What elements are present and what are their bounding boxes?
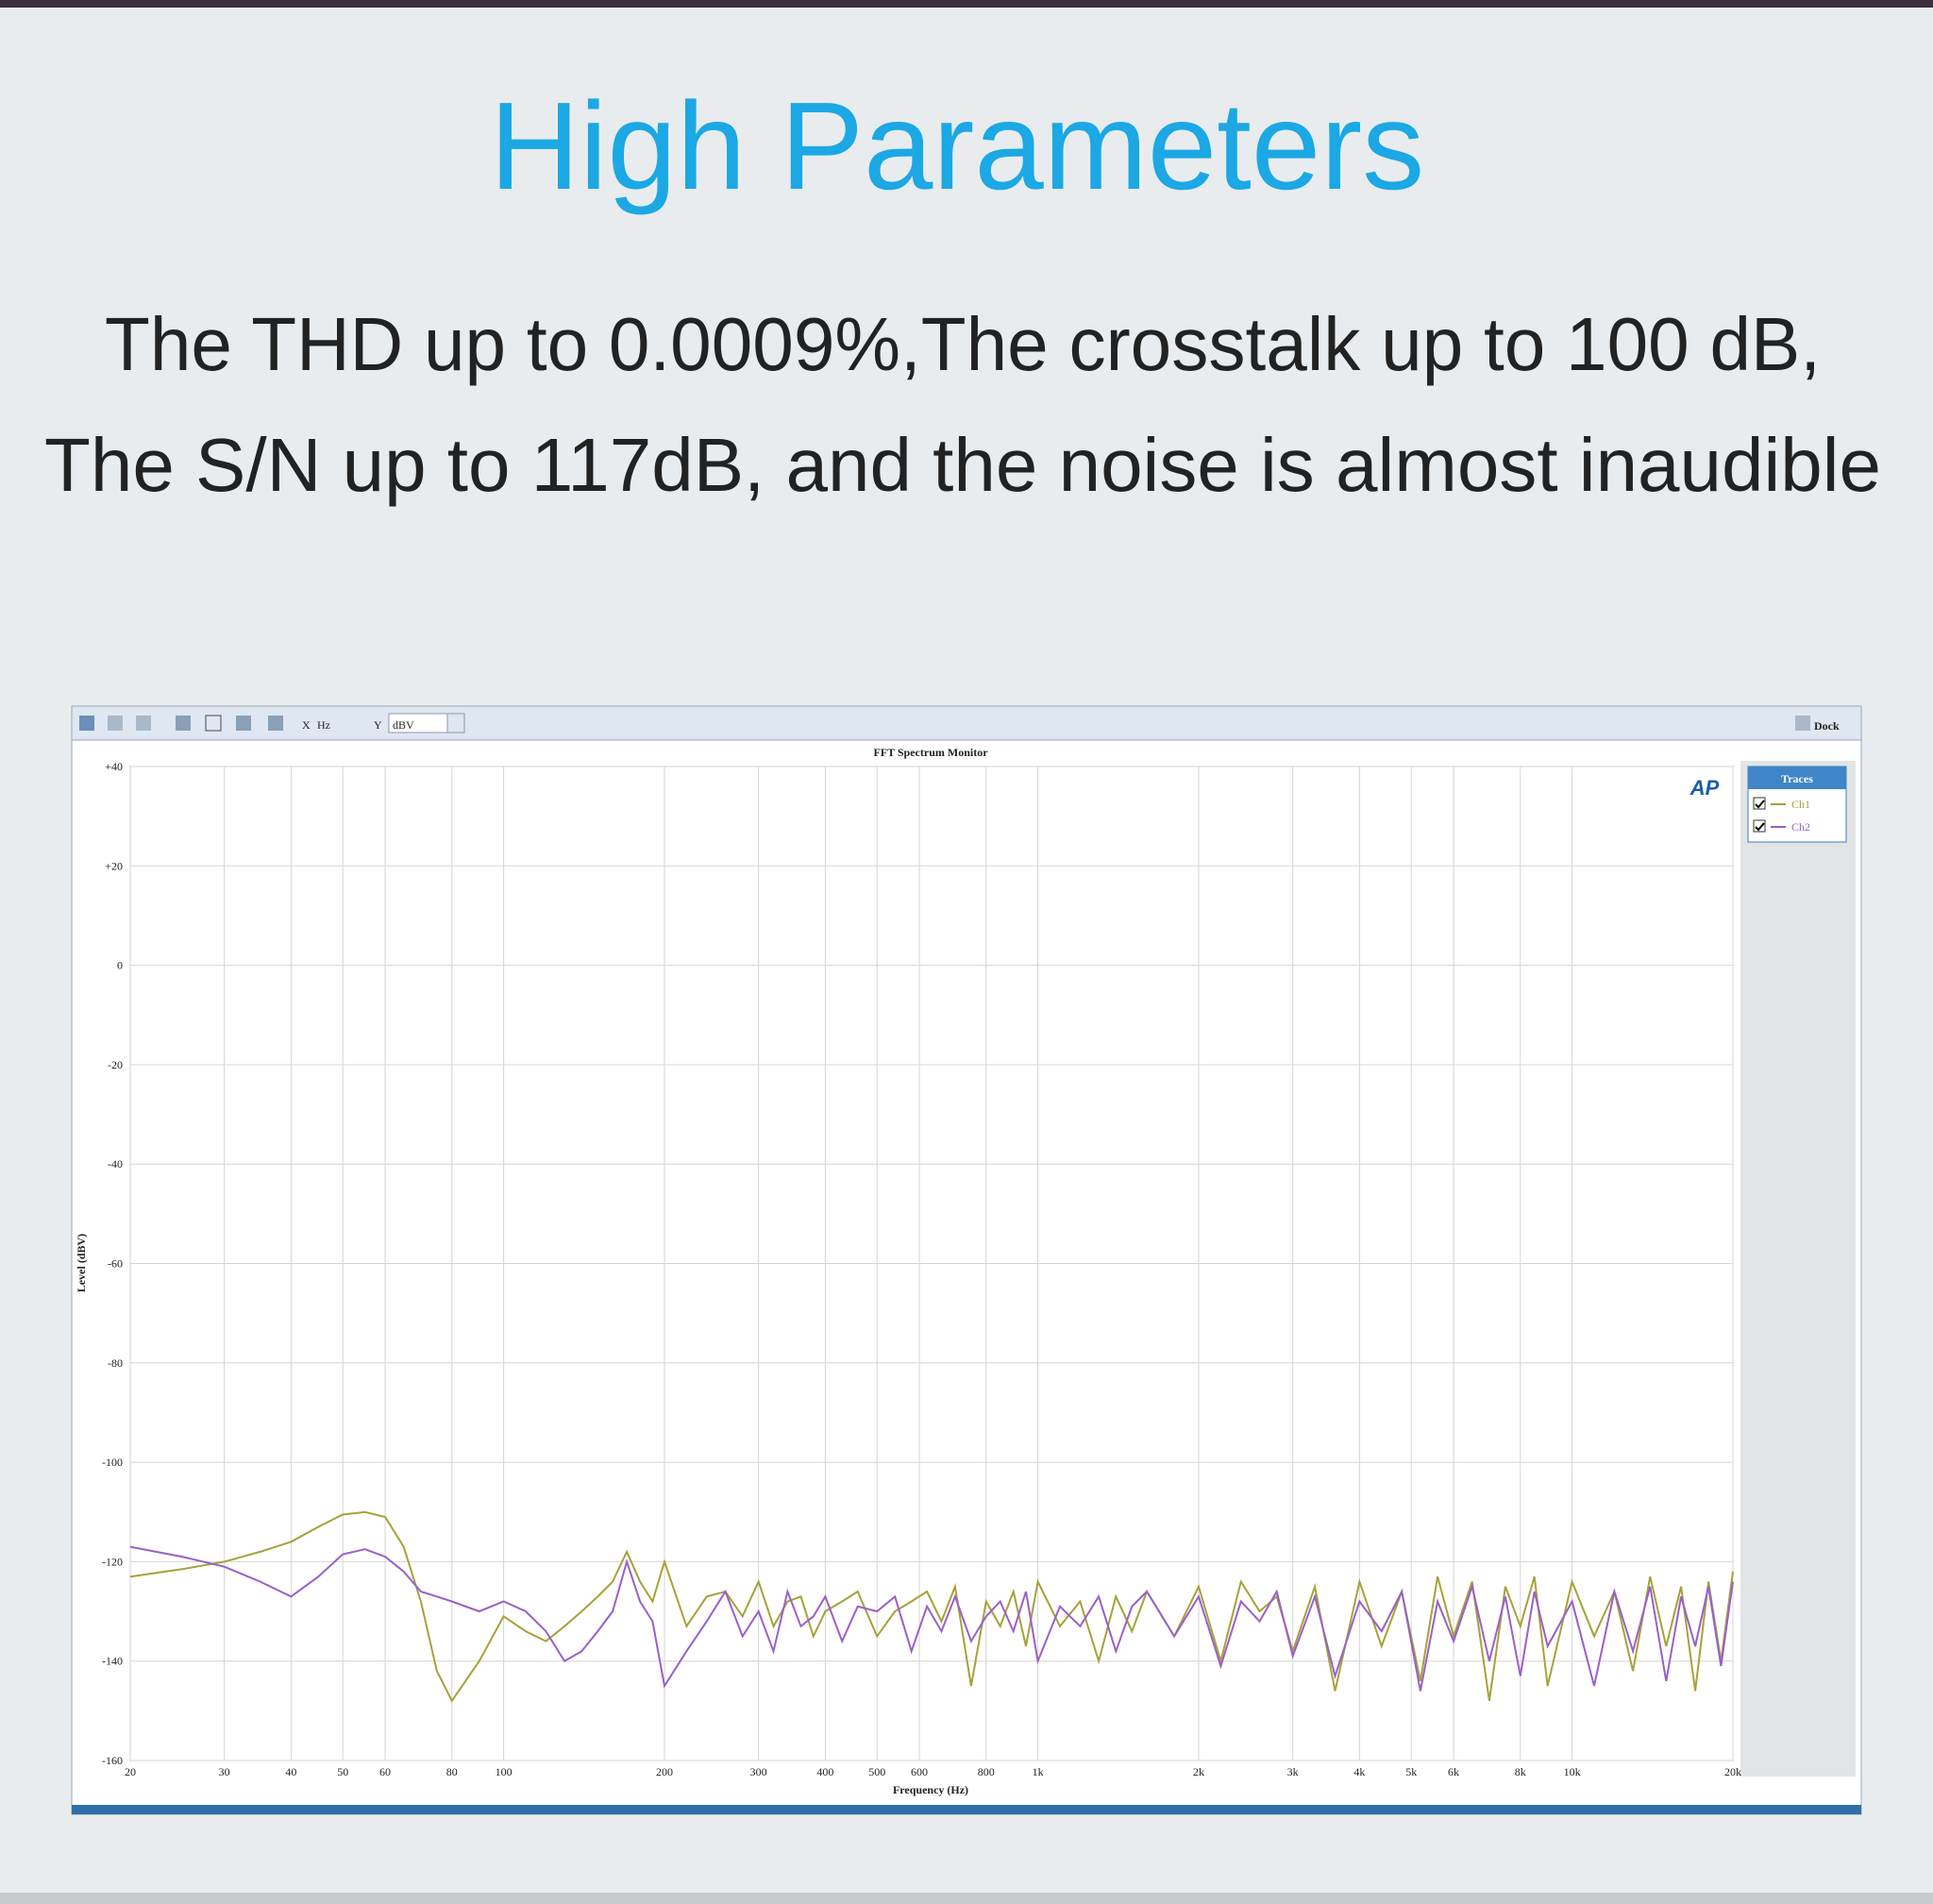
x-tick-label: 200 (656, 1765, 673, 1778)
x-tick-label: 800 (978, 1765, 995, 1778)
icon[interactable] (1795, 716, 1810, 731)
toolbar-text: dBV (393, 718, 414, 732)
toolbar-text: Y (374, 718, 382, 732)
x-tick-label: 6k (1448, 1765, 1459, 1778)
y-tick-label: +40 (105, 760, 123, 773)
icon[interactable] (176, 716, 191, 731)
x-tick-label: 10k (1564, 1765, 1581, 1778)
x-axis-label: Frequency (Hz) (893, 1783, 968, 1796)
bottom-bar (0, 1893, 1933, 1904)
y-tick-label: -40 (108, 1157, 123, 1171)
x-tick-label: 600 (911, 1765, 928, 1778)
icon[interactable] (236, 716, 251, 731)
x-tick-label: 3k (1287, 1765, 1299, 1778)
x-tick-label: 500 (868, 1765, 885, 1778)
side-panel (1740, 761, 1856, 1777)
subtitle-line: The S/N up to 117dB, and the noise is al… (44, 423, 1881, 507)
y-tick-label: 0 (117, 959, 123, 972)
x-tick-label: 80 (446, 1765, 458, 1778)
icon[interactable] (136, 716, 151, 731)
x-tick-label: 5k (1405, 1765, 1417, 1778)
legend-label: Ch2 (1791, 820, 1810, 834)
x-tick-label: 50 (337, 1765, 348, 1778)
chart-title: FFT Spectrum Monitor (873, 746, 988, 759)
x-tick-label: 40 (285, 1765, 296, 1778)
dropdown-button[interactable] (446, 713, 465, 733)
y-tick-label: -20 (108, 1058, 123, 1071)
y-tick-label: -120 (102, 1555, 123, 1568)
legend-check (1755, 822, 1765, 832)
x-tick-label: 2k (1193, 1765, 1204, 1778)
x-tick-label: 60 (379, 1765, 391, 1778)
icon[interactable] (108, 716, 123, 731)
y-axis-label: Level (dBV) (75, 1234, 88, 1292)
series-line (129, 1510, 1734, 1703)
icon[interactable] (79, 716, 94, 731)
dock-button[interactable]: Dock (1814, 719, 1840, 733)
y-tick-label: -100 (102, 1456, 123, 1469)
toolbar-text: Hz (317, 718, 330, 732)
x-tick-label: 4k (1353, 1765, 1365, 1778)
x-tick-label: 8k (1515, 1765, 1526, 1778)
x-tick-label: 30 (219, 1765, 230, 1778)
x-tick-label: 400 (816, 1765, 833, 1778)
toolbar (71, 705, 1862, 741)
legend-label: Ch1 (1791, 798, 1810, 811)
x-tick-label: 100 (496, 1765, 513, 1778)
legend-check (1755, 800, 1765, 809)
headline: High Parameters (490, 76, 1424, 215)
y-tick-label: -160 (102, 1754, 123, 1767)
legend-title: Traces (1781, 772, 1813, 785)
y-tick-label: -140 (102, 1655, 123, 1668)
y-tick-label: -80 (108, 1356, 123, 1370)
series-line (129, 1545, 1734, 1692)
x-tick-label: 300 (750, 1765, 767, 1778)
icon[interactable] (205, 715, 222, 732)
top-bar (0, 0, 1933, 8)
x-tick-label: 20k (1724, 1765, 1741, 1778)
y-tick-label: -60 (108, 1257, 123, 1271)
logo: AP (1689, 776, 1720, 800)
x-tick-label: 1k (1033, 1765, 1044, 1778)
y-tick-label: +20 (105, 859, 123, 872)
legend-header (1748, 767, 1846, 789)
toolbar-text: X (302, 718, 311, 732)
subtitle-line: The THD up to 0.0009%,The crosstalk up t… (105, 302, 1821, 386)
status-bar (72, 1805, 1861, 1814)
x-tick-label: 20 (125, 1765, 136, 1778)
toolbar-icons (79, 713, 1810, 733)
icon[interactable] (268, 716, 283, 731)
